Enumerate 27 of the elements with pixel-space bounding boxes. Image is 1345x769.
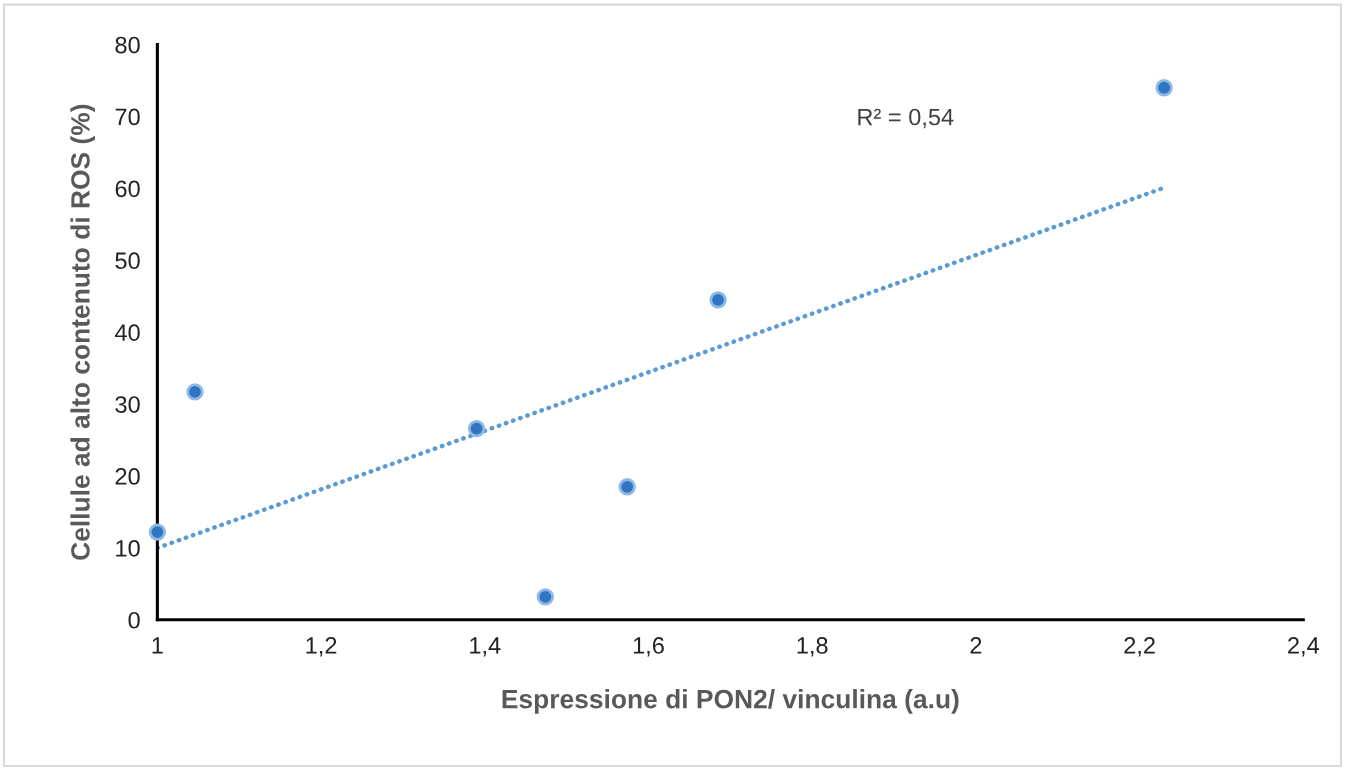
x-tick-label: 1,8 [797, 637, 828, 657]
y-tick-label: 60 [115, 180, 140, 198]
y-tick-label: 30 [115, 396, 140, 413]
x-tick-label: 1,6 [633, 637, 664, 657]
point [467, 419, 486, 438]
point [618, 478, 636, 496]
y-tick-label: 10 [116, 539, 140, 557]
x-axis-title: Espressione di PON2/ vinculina (a.u) [502, 689, 959, 714]
point [709, 291, 727, 309]
y-tick-label: 40 [114, 324, 140, 341]
y-tick-label: 0 [128, 611, 140, 629]
y-tick-label: 70 [115, 108, 140, 126]
y-tick-label: 50 [115, 252, 140, 270]
y-axis-title: Cellule ad alto contenuto di ROS (%) [70, 104, 95, 560]
point [1155, 79, 1173, 97]
y-tick-label: 20 [115, 468, 140, 485]
x-tick-label: 1 [152, 637, 163, 654]
point [148, 523, 167, 541]
x-tick-label: 2,4 [1288, 637, 1320, 657]
y-tick-label: 80 [115, 36, 140, 54]
x-tick-label: 1,2 [306, 637, 337, 657]
point [536, 588, 555, 606]
annotation: R² = 0,54 [858, 108, 954, 129]
point [186, 383, 204, 401]
x-tick-label: 1,4 [470, 637, 501, 657]
x-tick-label: 2 [970, 637, 982, 654]
x-tick-label: 2,2 [1124, 637, 1155, 657]
